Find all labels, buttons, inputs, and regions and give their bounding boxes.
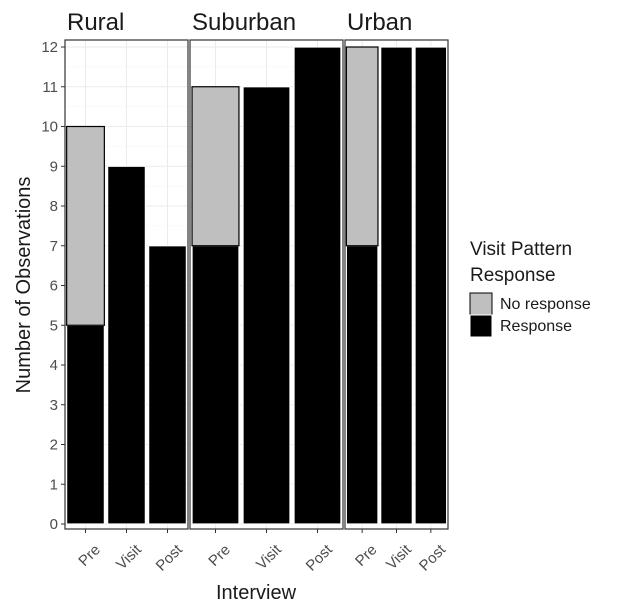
legend-key-response [469, 314, 493, 338]
panel-border [189, 39, 344, 530]
y-tick-label: 10 [41, 119, 58, 136]
y-tick-label: 0 [50, 516, 58, 533]
bar-response-urban-visit [380, 46, 413, 525]
x-tick-label: Post [416, 541, 450, 575]
legend-key-no-response [469, 292, 493, 316]
x-tick-label: Post [303, 541, 337, 575]
legend-label: No response [500, 296, 591, 313]
facet-panel-suburban: Pre Visit Post Suburban [189, 9, 344, 575]
y-tick-label: 4 [50, 357, 58, 374]
bar-response-urban-post [414, 46, 448, 525]
facet-title: Rural [67, 9, 124, 36]
facet-panel-urban: Pre Visit Post Urban [344, 9, 450, 575]
bar-response-suburban-post [293, 46, 342, 525]
bar-no-response-suburban-pre [191, 86, 240, 247]
bar-no-response-urban-pre [345, 46, 379, 247]
x-tick-label: Pre [352, 541, 381, 570]
bar-response-rural-pre [66, 324, 105, 525]
y-axis-title: Number of Observations [13, 177, 35, 394]
y-tick-label: 3 [50, 397, 58, 414]
panel-border [64, 39, 189, 530]
y-tick-label: 12 [41, 39, 58, 56]
x-tick-label: Visit [383, 541, 415, 573]
panel-border [344, 39, 449, 530]
bar-response-rural-visit [107, 165, 146, 525]
facet-panel-rural: Pre Visit Post Rural [64, 9, 189, 575]
legend: Visit Pattern Response No response Response [469, 239, 591, 338]
x-tick-label: Visit [253, 541, 285, 573]
bar-response-suburban-pre [191, 245, 240, 525]
bar-response-rural-post [148, 245, 187, 525]
x-tick-label: Pre [75, 541, 104, 570]
bar-no-response-rural-pre [66, 125, 105, 326]
x-tick-label: Post [153, 541, 187, 575]
legend-label: Response [500, 318, 572, 335]
y-tick-label: 2 [50, 437, 58, 454]
bar-response-suburban-visit [242, 86, 291, 525]
y-tick-label: 6 [50, 278, 58, 295]
y-tick-label: 5 [50, 317, 58, 334]
facet-title: Urban [347, 9, 412, 36]
facet-title: Suburban [192, 9, 296, 36]
y-tick-label: 8 [50, 198, 58, 215]
y-tick-label: 9 [50, 158, 58, 175]
y-tick-label: 11 [42, 79, 58, 96]
y-tick-label: 7 [50, 238, 58, 255]
x-axis-title: Interview [216, 582, 297, 604]
legend-title-line: Response [470, 265, 556, 286]
y-tick-label: 1 [50, 476, 58, 493]
legend-title-line: Visit Pattern [470, 239, 572, 260]
x-tick-label: Visit [113, 541, 145, 573]
x-tick-label: Pre [205, 541, 234, 570]
bar-response-urban-pre [345, 245, 379, 525]
